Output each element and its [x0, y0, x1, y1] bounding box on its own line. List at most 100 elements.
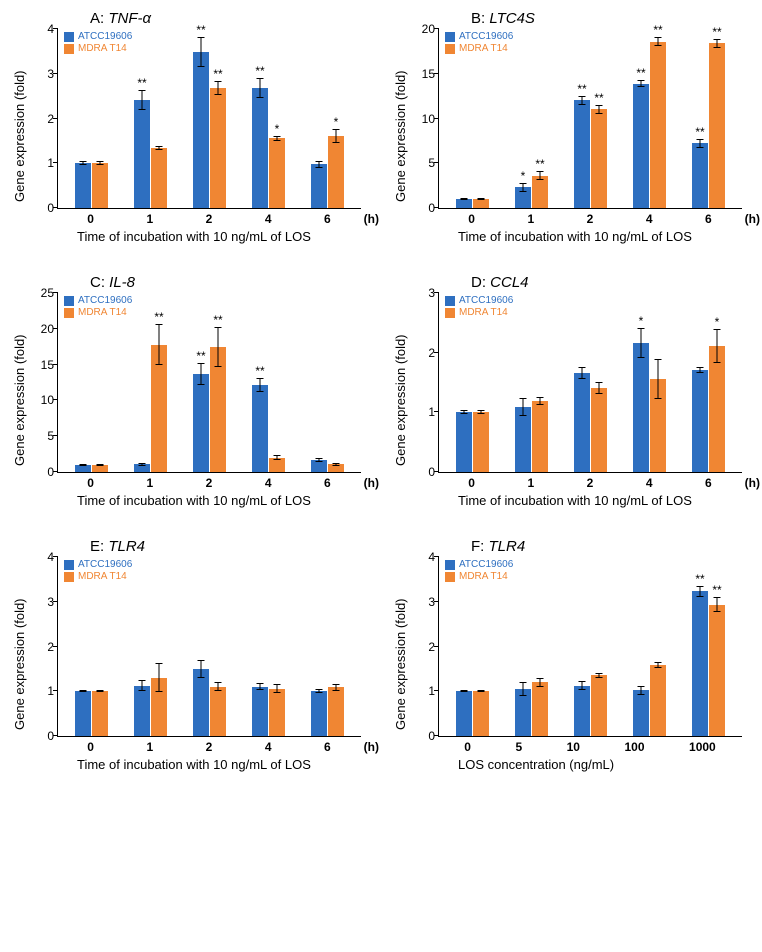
panel-c: C: IL-8Gene expression (fold)ATCC19606MD…: [10, 274, 371, 508]
error-bar: [100, 690, 101, 693]
bar: **: [193, 52, 209, 208]
y-axis-label: Gene expression (fold): [10, 29, 27, 244]
bar: [692, 370, 708, 472]
bar: *: [328, 136, 344, 208]
bar-group: ****: [574, 100, 607, 208]
y-axis-label: Gene expression (fold): [10, 557, 27, 772]
bar: **: [532, 176, 548, 208]
bar-group: ****: [692, 43, 725, 208]
significance-marker: **: [213, 67, 222, 81]
y-tick-label: 1: [28, 156, 54, 170]
error-bar: [218, 682, 219, 691]
bar: **: [134, 100, 150, 208]
error-bar: [481, 198, 482, 200]
legend-label: MDRA T14: [459, 43, 508, 54]
x-axis-labels: 01246(h): [57, 476, 361, 490]
bar: **: [633, 84, 649, 208]
legend-swatch: [445, 296, 455, 306]
significance-marker: *: [334, 115, 339, 129]
bar: [75, 465, 91, 472]
y-tick-label: 5: [28, 429, 54, 443]
y-tick-label: 4: [409, 550, 435, 564]
x-tick-label: 6: [324, 476, 331, 490]
bar: [574, 686, 590, 736]
legend-swatch: [445, 572, 455, 582]
bar: **: [193, 374, 209, 472]
error-bar: [658, 662, 659, 667]
x-tick-label: 5: [515, 740, 522, 754]
panel-a: A: TNF-αGene expression (fold)ATCC19606M…: [10, 10, 371, 244]
y-tick-mark: [53, 601, 58, 602]
x-tick-label: 4: [646, 476, 653, 490]
y-tick-label: 0: [409, 729, 435, 743]
y-tick-label: 20: [28, 322, 54, 336]
y-tick-mark: [53, 207, 58, 208]
error-bar: [481, 410, 482, 414]
y-tick-mark: [434, 471, 439, 472]
panel-title: C: IL-8: [90, 274, 371, 291]
bar-group: ** **: [193, 52, 226, 208]
bar-group: *: [633, 343, 666, 472]
bar-group: *: [311, 136, 344, 208]
y-tick-mark: [53, 690, 58, 691]
significance-marker: **: [137, 76, 146, 90]
legend-swatch: [64, 32, 74, 42]
y-tick-mark: [53, 399, 58, 400]
significance-marker: **: [712, 25, 721, 39]
x-axis-title: Time of incubation with 10 ng/mL of LOS: [77, 229, 371, 244]
significance-marker: **: [196, 349, 205, 363]
significance-marker: *: [639, 314, 644, 328]
y-tick-label: 15: [28, 358, 54, 372]
plot-area: ATCC19606MDRA T1405101520***************: [438, 29, 742, 209]
y-axis-label: Gene expression (fold): [10, 293, 27, 508]
error-bar: [523, 682, 524, 696]
error-bar: [582, 367, 583, 379]
bar-group: [75, 163, 108, 208]
y-tick-mark: [53, 471, 58, 472]
bar: [269, 689, 285, 736]
error-bar: [700, 139, 701, 148]
bar: [515, 689, 531, 736]
x-tick-label: 1: [146, 740, 153, 754]
bar-group: [193, 669, 226, 737]
y-tick-label: 2: [409, 640, 435, 654]
bar-group: [515, 401, 548, 472]
significance-marker: **: [653, 23, 662, 37]
bar: [633, 690, 649, 736]
y-tick-label: 2: [28, 112, 54, 126]
legend-swatch: [445, 560, 455, 570]
error-bar: [700, 586, 701, 597]
x-tick-label: 4: [265, 476, 272, 490]
x-tick-label: 6: [705, 212, 712, 226]
bar-group: [574, 675, 607, 736]
error-bar: [218, 327, 219, 367]
y-tick-label: 20: [409, 22, 435, 36]
x-axis-title: Time of incubation with 10 ng/mL of LOS: [458, 229, 752, 244]
error-bar: [658, 37, 659, 46]
legend-label: ATCC19606: [459, 295, 513, 306]
legend-label: MDRA T14: [459, 571, 508, 582]
y-tick-mark: [434, 556, 439, 557]
panel-title: D: CCL4: [471, 274, 752, 291]
error-bar: [100, 161, 101, 166]
y-tick-mark: [434, 73, 439, 74]
error-bar: [717, 329, 718, 363]
significance-marker: **: [712, 583, 721, 597]
bar-group: [515, 682, 548, 736]
bar-group: ***: [252, 88, 285, 208]
error-bar: [464, 198, 465, 200]
y-tick-label: 1: [409, 405, 435, 419]
bar: [591, 388, 607, 472]
bar-group: [456, 412, 489, 472]
legend-label: ATCC19606: [459, 31, 513, 42]
bar: **: [574, 100, 590, 208]
x-axis-title: Time of incubation with 10 ng/mL of LOS: [458, 493, 752, 508]
error-bar: [481, 690, 482, 693]
x-tick-label: 10: [567, 740, 580, 754]
error-bar: [142, 90, 143, 110]
error-bar: [260, 683, 261, 690]
error-bar: [159, 324, 160, 364]
y-tick-mark: [434, 28, 439, 29]
y-tick-label: 0: [409, 465, 435, 479]
legend: ATCC19606MDRA T14: [64, 559, 132, 583]
